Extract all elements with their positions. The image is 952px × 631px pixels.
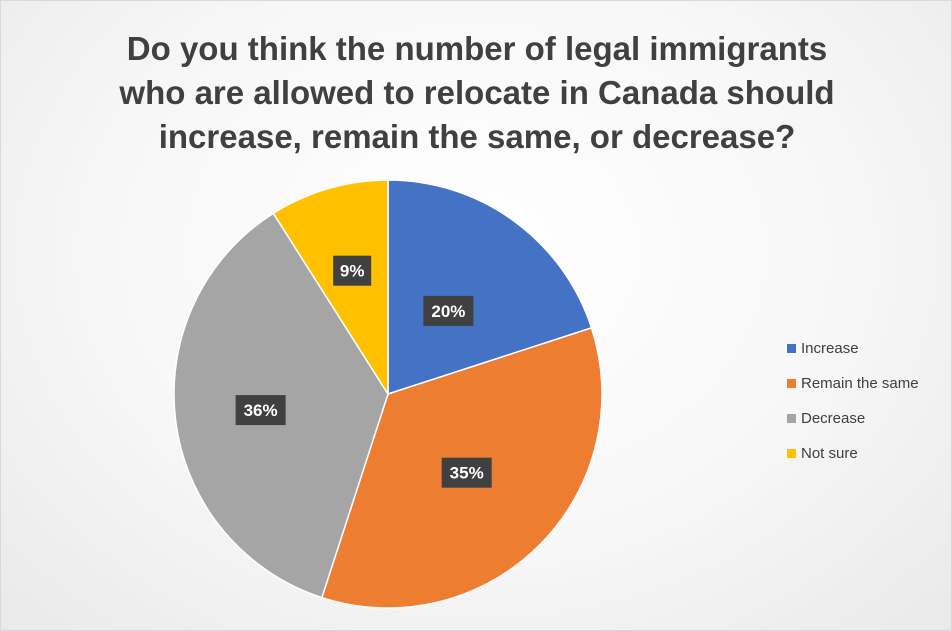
data-label-increase: 20% [423, 295, 474, 326]
legend-swatch-increase [787, 344, 796, 353]
chart-title-line-2: who are allowed to relocate in Canada sh… [119, 74, 835, 111]
data-label-text-decrease: 36% [244, 401, 278, 420]
data-label-not-sure: 9% [333, 255, 372, 286]
legend-item-increase: Increase [787, 331, 919, 366]
legend-swatch-remain [787, 379, 796, 388]
legend-label-increase: Increase [801, 340, 859, 357]
chart-title: Do you think the number of legal immigra… [1, 27, 952, 159]
legend-item-decrease: Decrease [787, 401, 919, 436]
data-label-text-not-sure: 9% [340, 262, 365, 281]
legend-swatch-decrease [787, 414, 796, 423]
data-label-box-increase [423, 295, 474, 326]
data-label-remain: 35% [441, 457, 492, 488]
chart-title-line-3: increase, remain the same, or decrease? [158, 118, 796, 155]
legend-label-not-sure: Not sure [801, 445, 858, 462]
data-label-box-decrease [235, 395, 286, 426]
data-label-text-increase: 20% [431, 302, 465, 321]
pie-slice-increase [387, 179, 593, 396]
legend-label-remain: Remain the same [801, 375, 919, 392]
legend-item-remain: Remain the same [787, 366, 919, 401]
data-label-decrease: 36% [235, 395, 286, 426]
legend-swatch-not-sure [787, 449, 796, 458]
data-label-text-remain: 35% [450, 464, 484, 483]
chart-title-line-1: Do you think the number of legal immigra… [126, 30, 828, 67]
legend: Increase Remain the same Decrease Not su… [787, 331, 919, 471]
data-label-box-not-sure [333, 255, 372, 286]
pie-slice-not-sure [272, 179, 389, 397]
data-label-box-remain [441, 457, 492, 488]
legend-label-decrease: Decrease [801, 410, 866, 427]
legend-item-not-sure: Not sure [787, 436, 919, 471]
